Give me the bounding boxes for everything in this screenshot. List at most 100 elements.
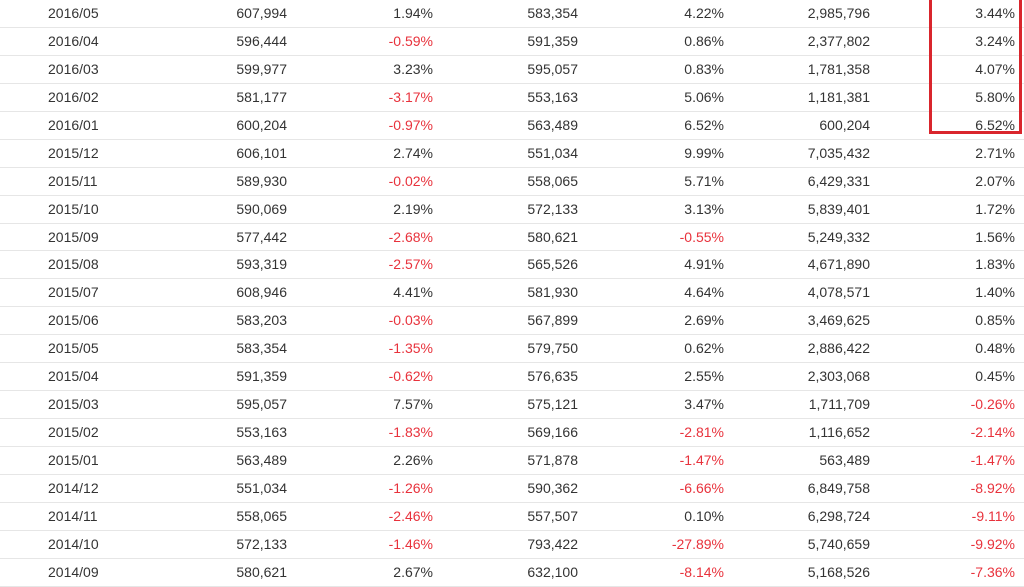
cumulative-cell: 2,886,422 xyxy=(807,340,870,357)
compare-change-cell: -8.14% xyxy=(679,563,724,580)
compare-change-cell: -2.81% xyxy=(679,424,724,441)
table-row: 2016/03 599,977 3.23% 595,057 0.83% 1,781,358… xyxy=(0,56,1024,84)
compare-change-cell: 3.47% xyxy=(684,396,724,413)
cumulative-cell: 6,429,331 xyxy=(807,172,870,189)
compare-change-cell: -27.89% xyxy=(671,535,724,552)
change-cell: 2.26% xyxy=(393,452,433,468)
month-cell: 2015/04 xyxy=(48,368,99,385)
month-cell: 2015/01 xyxy=(48,452,99,468)
table-row: 2015/06 583,203 -0.03% 567,899 2.69% 3,469,62… xyxy=(0,307,1024,336)
cumulative-change-cell: -9.92% xyxy=(970,535,1015,552)
month-cell: 2015/09 xyxy=(48,228,99,245)
change-cell: -1.46% xyxy=(388,535,433,552)
cumulative-change-cell: 1.83% xyxy=(975,256,1015,273)
compare-change-cell: 0.83% xyxy=(684,60,724,77)
change-cell: -3.17% xyxy=(388,88,433,105)
cumulative-change-cell: 3.44% xyxy=(975,5,1015,21)
cumulative-change-cell: -1.47% xyxy=(970,452,1015,468)
month-cell: 2015/10 xyxy=(48,200,99,217)
change-cell: -1.83% xyxy=(388,424,433,441)
table-row: 2015/12 606,101 2.74% 551,034 9.99% 7,035,432… xyxy=(0,140,1024,168)
cumulative-change-cell: -9.11% xyxy=(971,507,1015,524)
table-row: 2014/12 551,034 -1.26% 590,362 -6.66% 6,849,7… xyxy=(0,475,1024,503)
table-row: 2015/09 577,442 -2.68% 580,621 -0.55% 5,249,3… xyxy=(0,224,1024,252)
cumulative-cell: 1,181,381 xyxy=(807,88,870,105)
compare-change-cell: 9.99% xyxy=(684,144,724,161)
compare-change-cell: 4.64% xyxy=(684,284,724,301)
cumulative-change-cell: 0.85% xyxy=(975,312,1015,329)
cumulative-change-cell: 2.71% xyxy=(975,144,1015,161)
value-cell: 580,621 xyxy=(236,563,287,580)
table-row: 2015/10 590,069 2.19% 572,133 3.13% 5,839,401… xyxy=(0,196,1024,224)
value-cell: 600,204 xyxy=(236,116,287,133)
change-cell: -1.35% xyxy=(388,340,433,357)
table-row: 2015/02 553,163 -1.83% 569,166 -2.81% 1,116,6… xyxy=(0,419,1024,447)
cumulative-change-cell: 1.40% xyxy=(975,284,1015,301)
value-cell: 572,133 xyxy=(236,535,287,552)
compare-value-cell: 595,057 xyxy=(527,60,578,77)
compare-change-cell: 6.52% xyxy=(684,116,724,133)
month-cell: 2014/09 xyxy=(48,563,99,580)
cumulative-change-cell: -8.92% xyxy=(970,479,1015,496)
compare-value-cell: 575,121 xyxy=(527,396,578,413)
month-cell: 2016/04 xyxy=(48,32,99,49)
change-cell: -2.46% xyxy=(388,507,433,524)
value-cell: 583,203 xyxy=(236,312,287,329)
change-cell: -2.57% xyxy=(388,256,433,273)
table-row: 2015/07 608,946 4.41% 581,930 4.64% 4,078,571… xyxy=(0,279,1024,308)
compare-value-cell: 591,359 xyxy=(527,32,578,49)
cumulative-cell: 2,377,802 xyxy=(807,32,870,49)
value-cell: 591,359 xyxy=(236,368,287,385)
value-cell: 563,489 xyxy=(236,452,287,468)
cumulative-cell: 1,781,358 xyxy=(807,60,870,77)
change-cell: -2.68% xyxy=(388,228,433,245)
table-row: 2015/05 583,354 -1.35% 579,750 0.62% 2,886,42… xyxy=(0,335,1024,364)
cumulative-change-cell: 1.56% xyxy=(975,228,1015,245)
cumulative-change-cell: 5.80% xyxy=(975,88,1015,105)
cumulative-cell: 5,168,526 xyxy=(807,563,870,580)
cumulative-cell: 563,489 xyxy=(819,452,870,468)
compare-value-cell: 551,034 xyxy=(527,144,578,161)
change-cell: 1.94% xyxy=(393,5,433,21)
value-cell: 590,069 xyxy=(236,200,287,217)
month-cell: 2016/01 xyxy=(48,116,99,133)
cumulative-cell: 1,711,709 xyxy=(808,396,870,413)
table-row: 2015/08 593,319 -2.57% 565,526 4.91% 4,671,89… xyxy=(0,251,1024,280)
compare-value-cell: 553,163 xyxy=(527,88,578,105)
compare-value-cell: 583,354 xyxy=(527,5,578,21)
table-row: 2016/04 596,444 -0.59% 591,359 0.86% 2,377,80… xyxy=(0,28,1024,56)
compare-change-cell: 0.10% xyxy=(684,507,724,524)
table-row: 2014/10 572,133 -1.46% 793,422 -27.89% 5,740,… xyxy=(0,531,1024,559)
month-cell: 2016/02 xyxy=(48,88,99,105)
cumulative-change-cell: -2.14% xyxy=(970,424,1015,441)
table-row: 2015/11 589,930 -0.02% 558,065 5.71% 6,429,33… xyxy=(0,168,1024,196)
cumulative-change-cell: 2.07% xyxy=(975,172,1015,189)
compare-value-cell: 565,526 xyxy=(527,256,578,273)
value-cell: 589,930 xyxy=(236,172,287,189)
cumulative-change-cell: -7.36% xyxy=(970,563,1015,580)
table-row: 2015/04 591,359 -0.62% 576,635 2.55% 2,303,06… xyxy=(0,363,1024,392)
compare-value-cell: 569,166 xyxy=(527,424,578,441)
change-cell: 3.23% xyxy=(393,60,433,77)
compare-value-cell: 632,100 xyxy=(527,563,578,580)
cumulative-cell: 5,249,332 xyxy=(807,228,870,245)
value-cell: 553,163 xyxy=(236,424,287,441)
compare-value-cell: 567,899 xyxy=(527,312,578,329)
change-cell: -0.59% xyxy=(388,32,433,49)
compare-change-cell: 2.55% xyxy=(684,368,724,385)
cumulative-change-cell: 4.07% xyxy=(975,60,1015,77)
cumulative-cell: 6,298,724 xyxy=(807,507,870,524)
month-cell: 2016/05 xyxy=(48,5,99,21)
table-row: 2016/05 607,994 1.94% 583,354 4.22% 2,985,796… xyxy=(0,0,1024,28)
compare-value-cell: 580,621 xyxy=(527,228,578,245)
cumulative-change-cell: -0.26% xyxy=(970,396,1015,413)
value-cell: 608,946 xyxy=(236,284,287,301)
cumulative-cell: 4,671,890 xyxy=(807,256,870,273)
compare-value-cell: 558,065 xyxy=(527,172,578,189)
cumulative-cell: 5,740,659 xyxy=(807,535,870,552)
value-cell: 595,057 xyxy=(236,396,287,413)
month-cell: 2015/05 xyxy=(48,340,99,357)
compare-change-cell: 4.22% xyxy=(684,5,724,21)
change-cell: -0.02% xyxy=(388,172,433,189)
table-row: 2015/01 563,489 2.26% 571,878 -1.47% 563,489 -… xyxy=(0,447,1024,475)
